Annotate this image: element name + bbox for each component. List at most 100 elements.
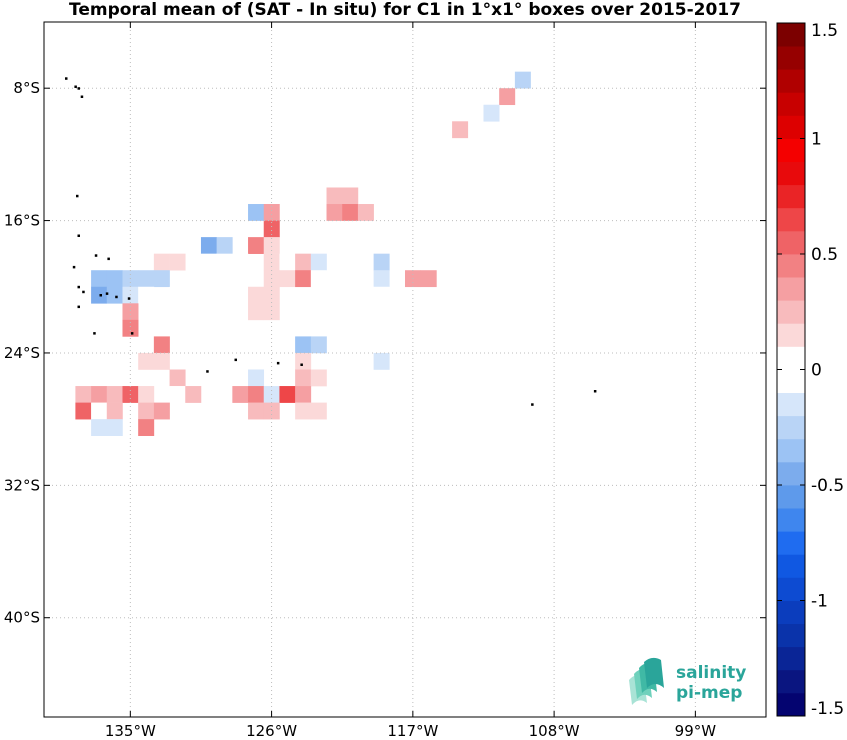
- colorbar-bin: [777, 207, 805, 232]
- heatmap-cell: [295, 270, 312, 288]
- colorbar-bin: [777, 623, 805, 648]
- heatmap-cell: [483, 104, 500, 122]
- heatmap-cell: [295, 369, 312, 387]
- heatmap-cell: [357, 286, 374, 304]
- colorbar-bin: [777, 415, 805, 440]
- heatmap-cell: [310, 237, 327, 254]
- colorbar-bin: [777, 115, 805, 139]
- colorbar-bin: [777, 692, 805, 717]
- colorbar-bin: [777, 161, 805, 186]
- heatmap-cell: [232, 386, 249, 403]
- heatmap-cell: [514, 71, 531, 89]
- colorbar-tick-label: 0.5: [811, 245, 838, 265]
- colorbar: 1.5 1 0.5 0 -0.5 -1 -1.5: [776, 21, 844, 719]
- y-tick-label: 24°S: [4, 344, 40, 362]
- heatmap-cell: [169, 253, 186, 271]
- colorbar-tick-label: -1: [811, 592, 828, 612]
- heatmap-cell: [91, 386, 108, 403]
- island-marker: [80, 95, 84, 98]
- y-tick-label: 40°S: [4, 609, 40, 627]
- heatmap-cell: [263, 352, 280, 370]
- heatmap-cell: [452, 121, 469, 139]
- heatmap-cell: [373, 270, 390, 288]
- x-axis: 135°W 126°W 117°W 108°W 99°W: [105, 22, 716, 740]
- colorbar-bin: [777, 23, 805, 47]
- logo-text-line2: pi-mep: [676, 683, 742, 703]
- colorbar-tick-label: 1: [811, 130, 822, 150]
- heatmap-cell: [295, 352, 312, 370]
- heatmap-cell: [310, 402, 327, 420]
- heatmap-cell: [279, 386, 296, 403]
- colorbar-bin: [777, 531, 805, 555]
- island-marker: [99, 294, 102, 297]
- heatmap-cell: [232, 253, 249, 271]
- heatmap-cell: [373, 286, 390, 304]
- heatmap-cell: [263, 402, 280, 420]
- heatmap-cell: [295, 402, 312, 420]
- heatmap-cell: [310, 369, 327, 387]
- heatmap-cell: [216, 286, 233, 304]
- heatmap-cell: [263, 286, 280, 304]
- y-axis: 8°S 16°S 24°S 32°S 40°S: [4, 79, 766, 627]
- heatmap-cell: [153, 270, 170, 288]
- island-marker: [72, 265, 76, 269]
- heatmap-cell: [420, 270, 437, 288]
- heatmap-cell: [295, 386, 312, 403]
- colorbar-bin: [777, 508, 805, 532]
- colorbar-bin: [777, 646, 805, 671]
- colorbar-tick-label: 0: [811, 361, 822, 381]
- heatmap-cell: [91, 286, 108, 304]
- heatmap-cell: [248, 286, 265, 304]
- island-marker: [82, 290, 85, 294]
- island-marker: [531, 403, 534, 406]
- island-marker: [105, 292, 109, 295]
- heatmap-cell: [342, 204, 359, 221]
- heatmap-cell: [169, 286, 186, 304]
- plot-frame: [43, 21, 767, 718]
- heatmap-cell: [248, 386, 265, 403]
- island-marker: [77, 234, 80, 237]
- heatmap-cell: [185, 336, 202, 354]
- heatmap-cell: [185, 386, 202, 403]
- colorbar-bin: [777, 300, 805, 324]
- colorbar-bin: [777, 138, 805, 162]
- heatmap-cell: [153, 336, 170, 354]
- island-marker: [206, 370, 209, 373]
- heatmap-cell: [106, 386, 123, 403]
- heatmap-cell: [310, 253, 327, 271]
- colorbar-bin: [777, 230, 805, 255]
- heatmap-cell: [138, 352, 155, 370]
- chart-title: Temporal mean of (SAT - In situ) for C1 …: [69, 0, 741, 20]
- heatmap-cell: [232, 352, 249, 370]
- heatmap-cell: [153, 253, 170, 271]
- heatmap-cell: [295, 220, 312, 238]
- y-tick-label: 32°S: [4, 476, 40, 494]
- heatmap-cell: [357, 204, 374, 221]
- colorbar-tick-label: -0.5: [811, 476, 844, 496]
- y-tick-label: 16°S: [4, 212, 40, 230]
- heatmap-cell: [310, 270, 327, 288]
- island-marker: [115, 295, 118, 299]
- colorbar-bin: [777, 485, 805, 509]
- heatmap-cells: [75, 71, 531, 436]
- heatmap-cell: [169, 369, 186, 387]
- island-marker: [93, 332, 96, 335]
- colorbar-bin: [777, 46, 805, 70]
- colorbar-bin: [777, 369, 805, 393]
- heatmap-cell: [248, 237, 265, 254]
- land-features: [65, 77, 597, 406]
- heatmap-cell: [138, 286, 155, 304]
- heatmap-cell: [279, 352, 296, 370]
- heatmap-cell: [216, 237, 233, 254]
- heatmap-cell: [373, 352, 390, 370]
- heatmap-cell: [248, 402, 265, 420]
- island-marker: [77, 285, 80, 289]
- heatmap-cell: [216, 352, 233, 370]
- heatmap-cell: [499, 88, 516, 106]
- heatmap-cell: [263, 303, 280, 321]
- island-marker: [127, 297, 131, 300]
- colorbar-bin: [777, 554, 805, 578]
- heatmap-cell: [122, 303, 139, 321]
- heatmap-cell: [310, 336, 327, 354]
